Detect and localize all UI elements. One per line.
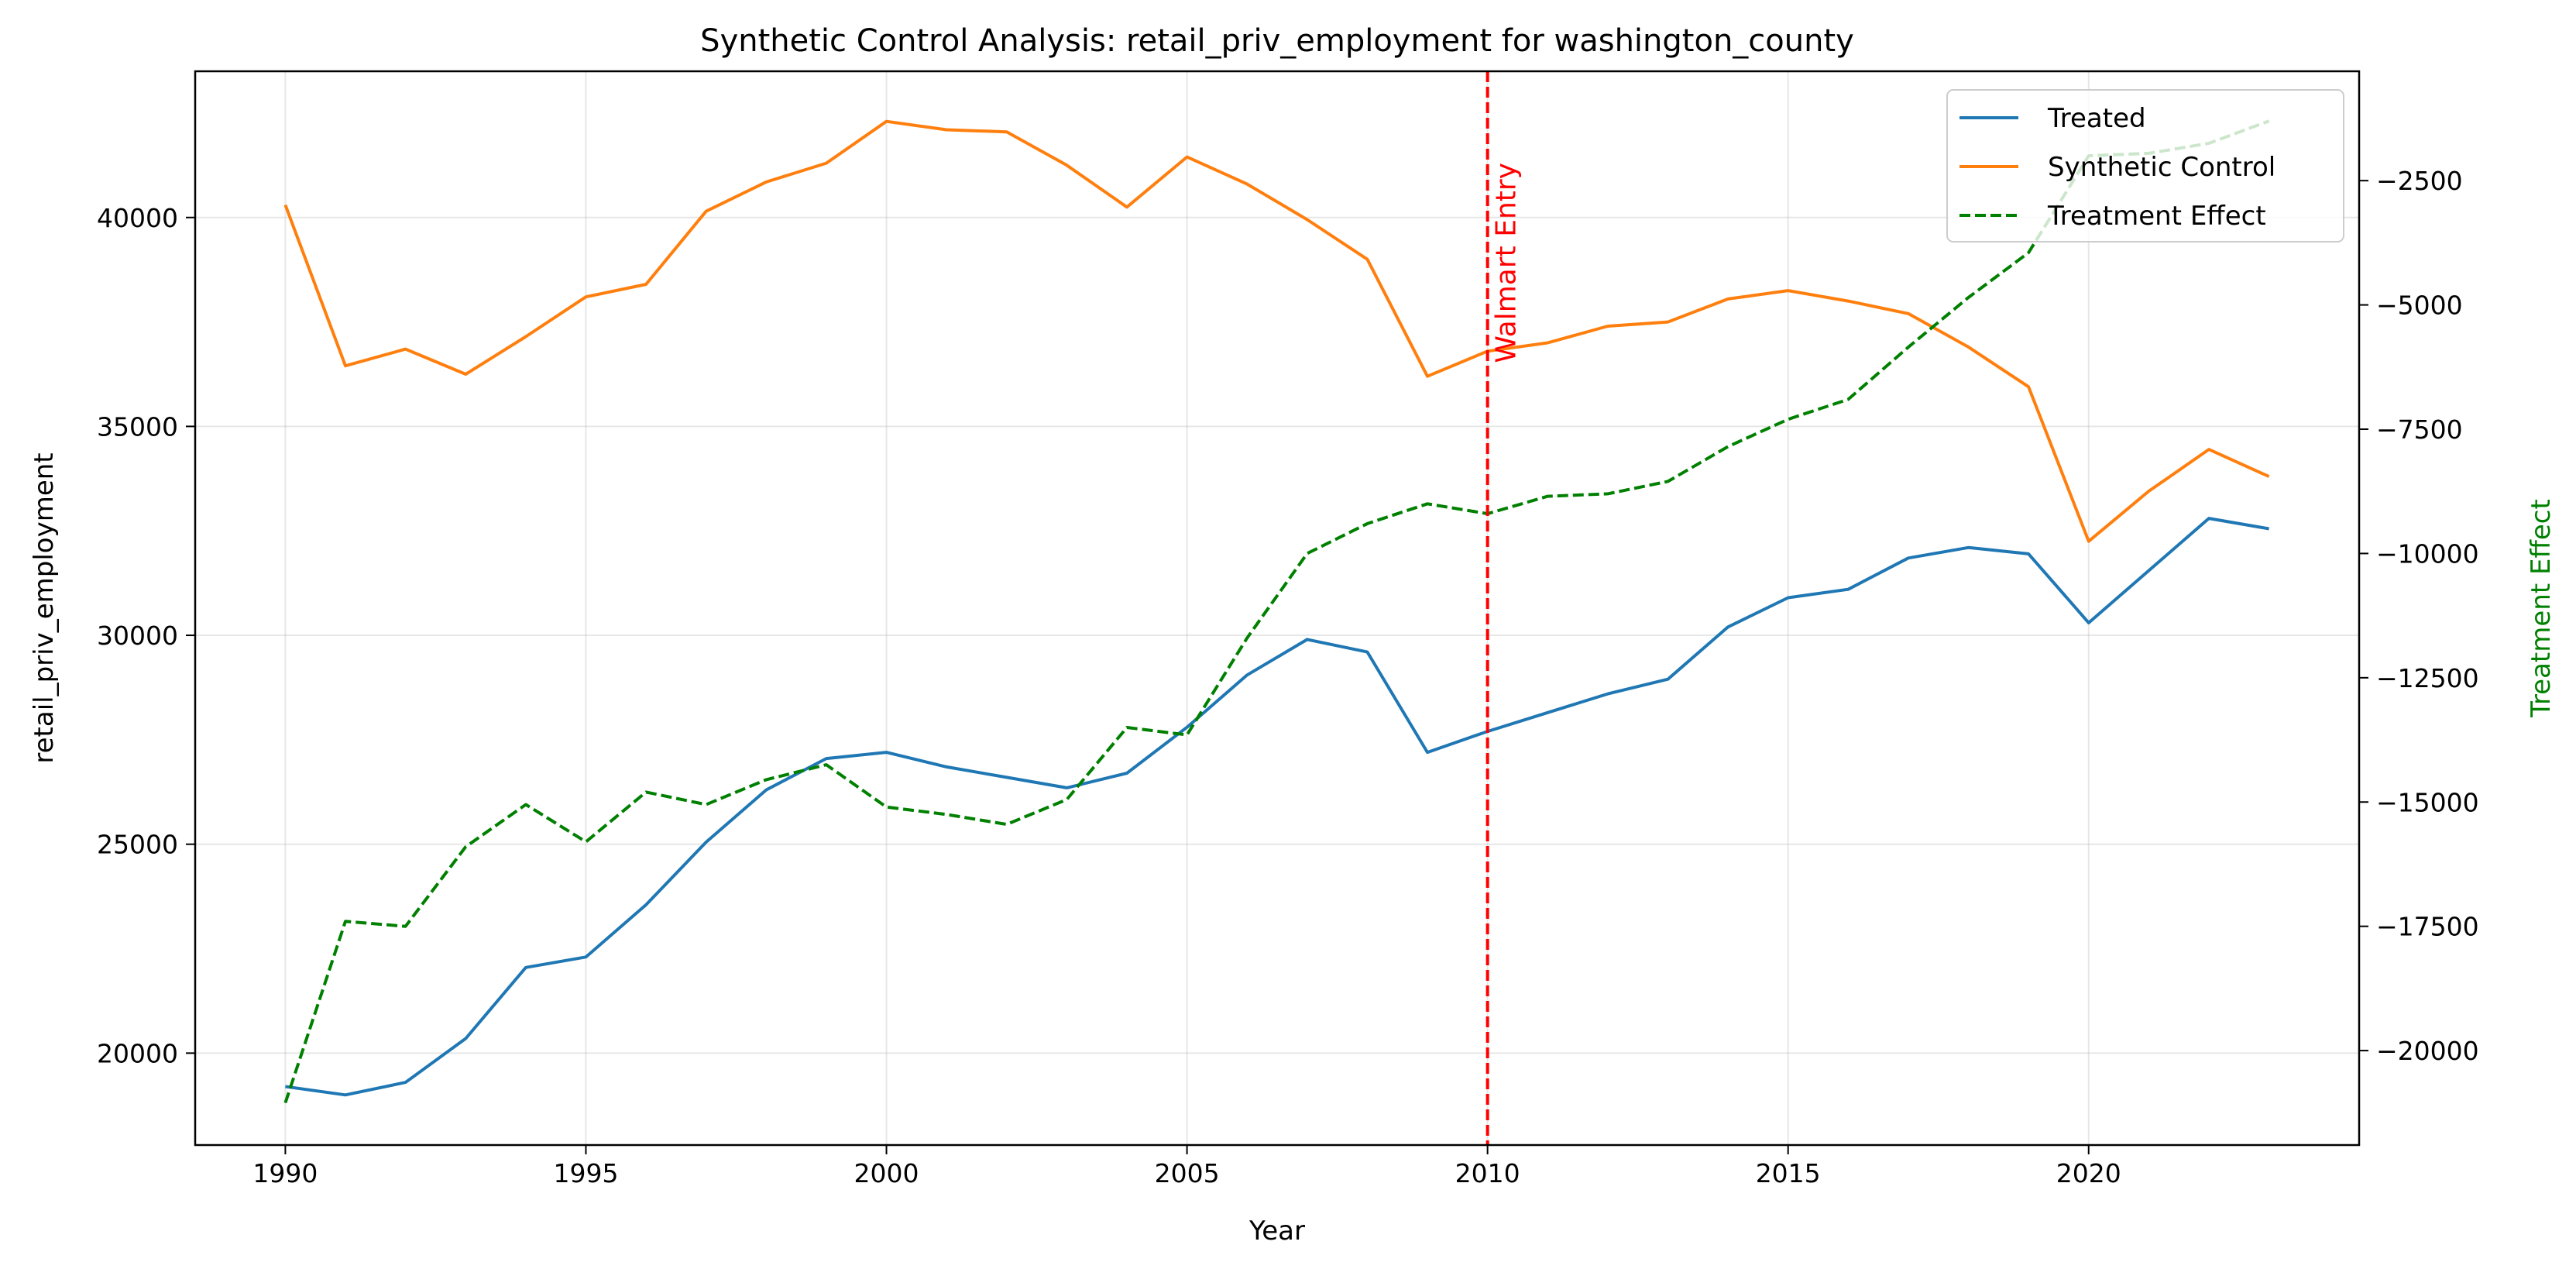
y2-axis-ticks: −20000 −17500 −15000 −12500 −10000 −7500 −5000… xyxy=(2359,166,2479,1066)
grid-layer xyxy=(195,71,2359,1145)
x-tick-label: 1990 xyxy=(252,1158,318,1188)
x-tick-label: 2000 xyxy=(854,1158,919,1188)
x-tick-label: 2005 xyxy=(1155,1158,1220,1188)
y-tick-label: 20000 xyxy=(97,1038,178,1068)
y-tick-label: 35000 xyxy=(97,411,178,442)
legend: Treated Synthetic Control Treatment Effect xyxy=(1946,89,2344,242)
vline-layer: Walmart Entry xyxy=(1485,71,1523,1145)
y-tick-label: 25000 xyxy=(97,830,178,860)
y2-tick-label: −10000 xyxy=(2376,538,2479,569)
x-tick-label: 2010 xyxy=(1455,1158,1520,1188)
y2-tick-label: −20000 xyxy=(2376,1036,2479,1066)
series-layer xyxy=(283,119,2270,1104)
y2-tick-label: −2500 xyxy=(2376,166,2463,196)
x-axis-label: Year xyxy=(1249,1216,1305,1247)
x-axis-ticks: 1990 1995 2000 2005 2010 2015 2020 xyxy=(252,1145,2121,1188)
y2-tick-label: −5000 xyxy=(2376,291,2463,321)
y2-tick-label: −15000 xyxy=(2376,787,2479,817)
series-line-treatment-effect xyxy=(283,119,2270,1104)
event-label: Walmart Entry xyxy=(1491,163,1523,363)
legend-box xyxy=(1946,89,2344,242)
y-tick-label: 40000 xyxy=(97,203,178,233)
x-tick-label: 2020 xyxy=(2056,1158,2121,1188)
series-line-treated xyxy=(285,517,2269,1097)
legend-items: Treated Synthetic Control Treatment Effect xyxy=(1959,103,2275,232)
y-axis-ticks: 20000 25000 30000 35000 40000 xyxy=(97,203,195,1068)
legend-label: Treated xyxy=(2047,103,2146,134)
y-axis-label: retail_priv_employment xyxy=(29,452,60,763)
x-tick-label: 1995 xyxy=(553,1158,618,1188)
y2-tick-label: −12500 xyxy=(2376,663,2479,693)
y2-tick-label: −17500 xyxy=(2376,912,2479,942)
x-tick-label: 2015 xyxy=(1756,1158,1821,1188)
y2-axis-label: Treatment Effect xyxy=(2526,499,2557,718)
y-tick-label: 30000 xyxy=(97,621,178,651)
chart-title: Synthetic Control Analysis: retail_priv_… xyxy=(700,23,1854,59)
plot-frame xyxy=(194,70,2361,1147)
legend-label: Synthetic Control xyxy=(2048,152,2275,183)
series-line-synthetic-control xyxy=(283,119,2270,543)
legend-label: Treatment Effect xyxy=(2047,201,2266,232)
y2-tick-label: −7500 xyxy=(2376,414,2463,445)
